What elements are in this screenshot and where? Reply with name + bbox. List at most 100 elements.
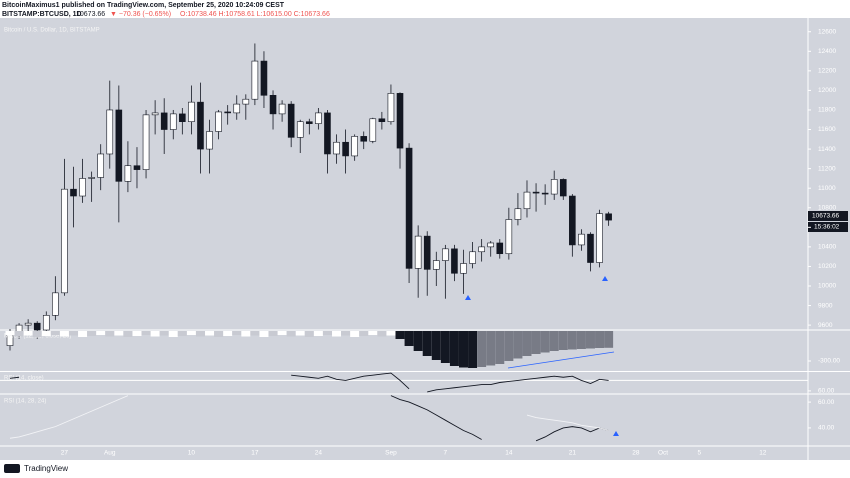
histogram-bar — [486, 331, 496, 366]
histogram-bar — [68, 331, 78, 336]
change: ▼ −70.36 (−0.65%) — [110, 11, 171, 18]
y-tick-label: 60.00 — [818, 399, 835, 406]
candle-body — [451, 248, 458, 274]
brand-logo — [4, 464, 20, 473]
histogram-bar — [604, 331, 614, 348]
candle-body — [79, 178, 86, 197]
x-tick-label: Aug — [104, 450, 116, 457]
candle-body — [578, 233, 585, 246]
candle-body — [215, 111, 222, 132]
candle-body — [124, 165, 132, 182]
candle-body — [460, 263, 467, 274]
arrow — [465, 295, 471, 300]
candle-body — [133, 165, 141, 170]
candle-body — [33, 322, 41, 331]
y-tick-label: 60.00 — [818, 388, 835, 395]
histogram-bar — [232, 331, 242, 335]
candle-body — [115, 109, 123, 182]
histogram-bar — [404, 331, 414, 346]
histogram-bar — [431, 331, 441, 360]
candle-body — [387, 93, 395, 123]
candle-body — [478, 246, 485, 253]
candle-body — [596, 213, 603, 263]
histogram-bar — [14, 331, 24, 337]
arrow — [602, 276, 608, 281]
histogram-bar — [87, 331, 97, 336]
candle-body — [233, 103, 241, 114]
y-tick-label: -300.00 — [818, 358, 840, 365]
candle-body — [70, 188, 77, 197]
publisher: BitcoinMaximus1 published on TradingView… — [2, 2, 285, 9]
x-tick-label: 5 — [698, 450, 702, 457]
candle-body — [151, 112, 159, 116]
histogram-bar — [205, 331, 215, 336]
candle-body — [260, 60, 268, 96]
indicator-line — [390, 395, 609, 442]
histogram-bar — [259, 331, 269, 337]
histogram-bar — [504, 331, 514, 361]
y-tick-label: 10200 — [818, 263, 836, 270]
candle-body — [360, 136, 368, 142]
histogram-bar — [422, 331, 432, 356]
candle-body — [487, 242, 495, 248]
histogram-bar — [23, 331, 33, 336]
histogram-bar — [195, 331, 205, 337]
arrow — [613, 431, 619, 436]
histogram-bar — [50, 331, 60, 335]
histogram-bar — [277, 331, 287, 335]
histogram-bar — [168, 331, 178, 337]
candle-body — [378, 118, 386, 123]
histogram-bar — [585, 331, 595, 349]
symbol: BITSTAMP:BTCUSD, 1D — [2, 11, 82, 18]
histogram-bar — [576, 331, 586, 349]
candle-body — [278, 103, 286, 115]
histogram-bar — [350, 331, 360, 337]
candle-body — [469, 251, 476, 264]
y-tick-label: 11800 — [818, 107, 836, 114]
pane-title: RSI (14, 28, 24) — [4, 399, 46, 405]
y-tick-label: 12600 — [818, 28, 836, 35]
histogram-bar — [459, 331, 468, 368]
chart-area — [0, 18, 808, 446]
x-tick-label: 28 — [632, 450, 640, 457]
histogram-bar — [449, 331, 459, 366]
histogram-bar — [41, 331, 51, 336]
indicator-line — [9, 395, 609, 439]
histogram-bar — [440, 331, 450, 363]
histogram-bar — [59, 331, 69, 337]
histogram-bar — [304, 331, 314, 337]
histogram-bar — [286, 331, 296, 337]
histogram-bar — [368, 331, 378, 335]
histogram-bar — [105, 331, 115, 337]
candle-body — [587, 233, 594, 263]
histogram-bar — [540, 331, 550, 353]
candle-body — [287, 103, 295, 138]
price-tag-label: 10673.66 — [812, 213, 839, 220]
candle-body — [523, 191, 531, 210]
histogram-bar — [177, 331, 187, 336]
candle-body — [333, 141, 340, 155]
y-tick-label: 9800 — [818, 302, 833, 309]
x-tick-label: 12 — [759, 450, 767, 457]
candle-body — [550, 179, 558, 195]
histogram-bar — [250, 331, 260, 336]
histogram-bar — [386, 331, 396, 336]
candle-body — [423, 235, 431, 270]
candle-body — [414, 235, 422, 269]
y-tick-label: 11000 — [818, 185, 836, 192]
candle-body — [369, 118, 377, 142]
indicator-line — [9, 372, 609, 393]
candle-body — [496, 242, 504, 255]
histogram-bar — [78, 331, 88, 337]
y-tick-label: 11200 — [818, 165, 836, 172]
candle-body — [242, 98, 250, 105]
y-tick-label: 10400 — [818, 244, 836, 251]
candle-body — [541, 192, 549, 195]
histogram-bar — [223, 331, 233, 336]
x-tick-label: 7 — [444, 450, 448, 457]
candle-body — [206, 131, 213, 150]
histogram-bar — [313, 331, 323, 336]
x-tick-label: Sep — [385, 450, 397, 457]
histogram-bar — [567, 331, 577, 350]
histogram-bar — [341, 331, 351, 336]
